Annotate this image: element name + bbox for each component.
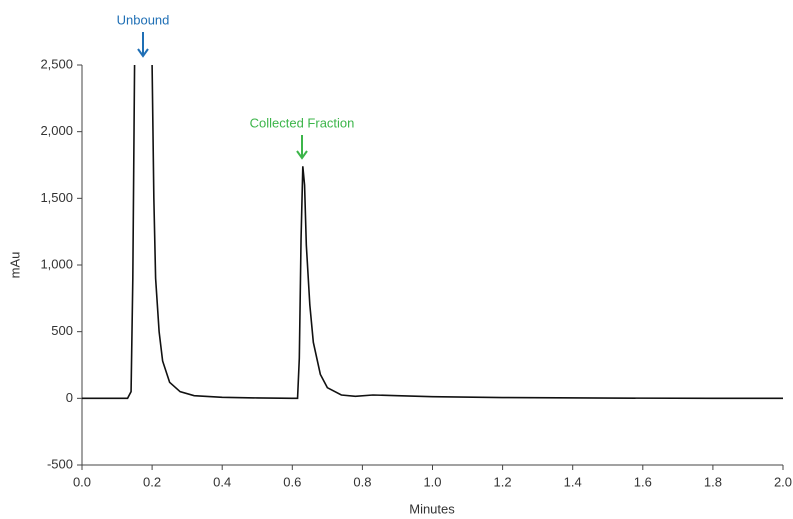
data-line [82,65,783,400]
y-tick-label: 1,000 [40,256,73,271]
x-tick-label: 1.0 [423,474,441,489]
x-tick-label: 0.8 [353,474,371,489]
x-tick-label: 2.0 [774,474,792,489]
x-tick-label: 1.6 [634,474,652,489]
y-tick-label: 0 [66,390,73,405]
y-tick-label: 2,500 [40,56,73,71]
annotation-arrowhead [296,150,308,160]
x-tick-label: 0.6 [283,474,301,489]
x-tick-label: 0.2 [143,474,161,489]
annotation: Unbound [117,12,170,27]
y-axis-label: mAu [7,252,22,279]
x-tick-label: 0.4 [213,474,231,489]
annotation-arrowhead [137,48,149,58]
y-tick-label: 500 [51,323,73,338]
x-tick-label: 1.2 [494,474,512,489]
x-tick-label: 1.8 [704,474,722,489]
x-tick-label: 0.0 [73,474,91,489]
annotation: Collected Fraction [250,115,355,130]
x-tick-label: 1.4 [564,474,582,489]
x-axis-label: Minutes [409,501,455,516]
y-tick-label: 2,000 [40,123,73,138]
y-tick-label: -500 [47,456,73,471]
y-tick-label: 1,500 [40,190,73,205]
